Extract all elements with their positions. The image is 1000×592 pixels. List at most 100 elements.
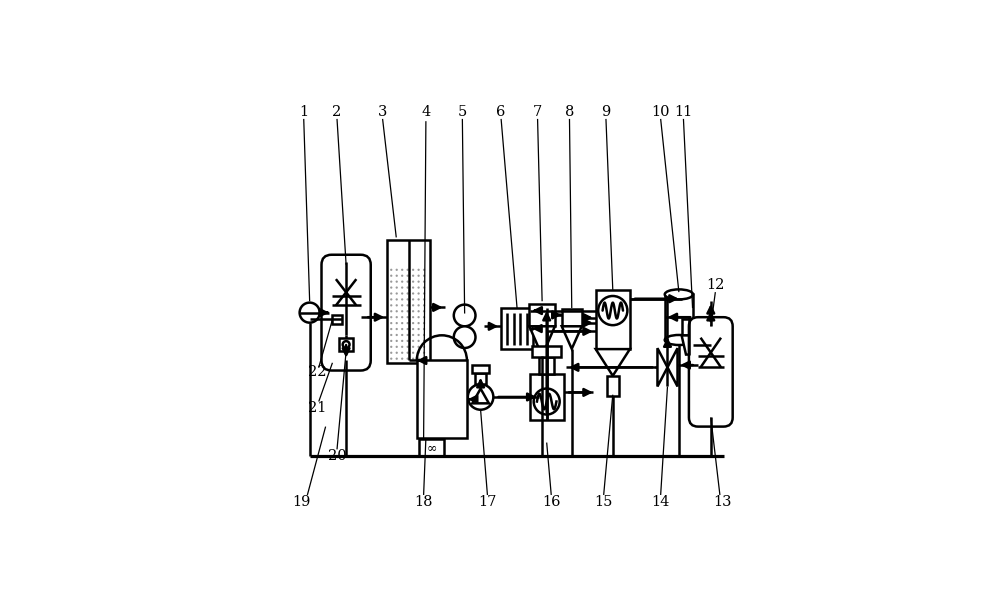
Ellipse shape — [665, 335, 693, 345]
Circle shape — [407, 352, 409, 354]
Circle shape — [390, 328, 392, 330]
Circle shape — [412, 346, 414, 348]
Circle shape — [417, 328, 420, 330]
Circle shape — [407, 281, 409, 283]
Circle shape — [423, 269, 425, 271]
Circle shape — [401, 269, 403, 271]
Circle shape — [412, 310, 414, 313]
Circle shape — [390, 322, 392, 324]
Bar — [682, 319, 703, 336]
Text: 16: 16 — [542, 495, 560, 509]
Circle shape — [423, 287, 425, 289]
Circle shape — [390, 298, 392, 301]
Polygon shape — [529, 326, 555, 356]
Bar — [529, 304, 555, 326]
Circle shape — [390, 352, 392, 354]
Circle shape — [417, 358, 420, 360]
FancyBboxPatch shape — [322, 255, 371, 371]
Bar — [472, 365, 489, 373]
Circle shape — [390, 275, 392, 277]
Circle shape — [390, 269, 392, 271]
Circle shape — [401, 292, 403, 295]
Polygon shape — [562, 326, 582, 349]
Circle shape — [468, 384, 493, 410]
Circle shape — [390, 316, 392, 318]
Circle shape — [401, 298, 403, 301]
Circle shape — [390, 287, 392, 289]
Text: 15: 15 — [594, 495, 613, 509]
Circle shape — [396, 352, 398, 354]
Text: 19: 19 — [293, 495, 311, 509]
Circle shape — [407, 275, 409, 277]
Circle shape — [417, 304, 420, 307]
Circle shape — [396, 358, 398, 360]
Circle shape — [417, 281, 420, 283]
Circle shape — [407, 292, 409, 295]
Circle shape — [412, 269, 414, 271]
Circle shape — [454, 326, 475, 348]
Text: 9: 9 — [601, 105, 611, 119]
Circle shape — [423, 346, 425, 348]
Circle shape — [407, 322, 409, 324]
Circle shape — [417, 316, 420, 318]
Circle shape — [396, 298, 398, 301]
Bar — [532, 346, 561, 357]
Circle shape — [396, 281, 398, 283]
Text: 18: 18 — [414, 495, 433, 509]
Circle shape — [390, 340, 392, 342]
Circle shape — [407, 346, 409, 348]
Circle shape — [423, 322, 425, 324]
Polygon shape — [667, 348, 678, 387]
Text: 17: 17 — [478, 495, 497, 509]
FancyBboxPatch shape — [689, 317, 733, 427]
Circle shape — [390, 304, 392, 307]
Circle shape — [423, 275, 425, 277]
Circle shape — [417, 287, 420, 289]
Circle shape — [412, 352, 414, 354]
Circle shape — [412, 322, 414, 324]
Text: 1: 1 — [299, 105, 308, 119]
Circle shape — [423, 298, 425, 301]
Circle shape — [412, 358, 414, 360]
Text: 7: 7 — [533, 105, 542, 119]
Circle shape — [412, 275, 414, 277]
Circle shape — [407, 340, 409, 342]
Circle shape — [417, 275, 420, 277]
Polygon shape — [472, 389, 489, 403]
Polygon shape — [657, 348, 667, 387]
Circle shape — [412, 316, 414, 318]
Circle shape — [401, 328, 403, 330]
Circle shape — [423, 281, 425, 283]
Circle shape — [423, 292, 425, 295]
Bar — [419, 439, 444, 456]
Circle shape — [401, 358, 403, 360]
Circle shape — [390, 281, 392, 283]
Circle shape — [396, 346, 398, 348]
Circle shape — [401, 304, 403, 307]
Circle shape — [401, 316, 403, 318]
Circle shape — [412, 298, 414, 301]
Circle shape — [401, 281, 403, 283]
Ellipse shape — [665, 289, 693, 300]
Circle shape — [412, 281, 414, 283]
Circle shape — [300, 303, 320, 323]
Circle shape — [423, 328, 425, 330]
Circle shape — [417, 352, 420, 354]
Text: 20: 20 — [328, 449, 346, 463]
Circle shape — [396, 275, 398, 277]
Circle shape — [423, 310, 425, 313]
Bar — [332, 316, 342, 324]
Circle shape — [417, 269, 420, 271]
Text: 6: 6 — [496, 105, 506, 119]
Bar — [539, 357, 554, 374]
Bar — [387, 240, 430, 363]
Circle shape — [412, 304, 414, 307]
Text: ∞: ∞ — [426, 441, 437, 454]
Circle shape — [396, 316, 398, 318]
Circle shape — [390, 358, 392, 360]
Circle shape — [412, 328, 414, 330]
Circle shape — [390, 334, 392, 336]
Circle shape — [396, 304, 398, 307]
Circle shape — [343, 341, 350, 348]
Bar — [596, 290, 630, 349]
